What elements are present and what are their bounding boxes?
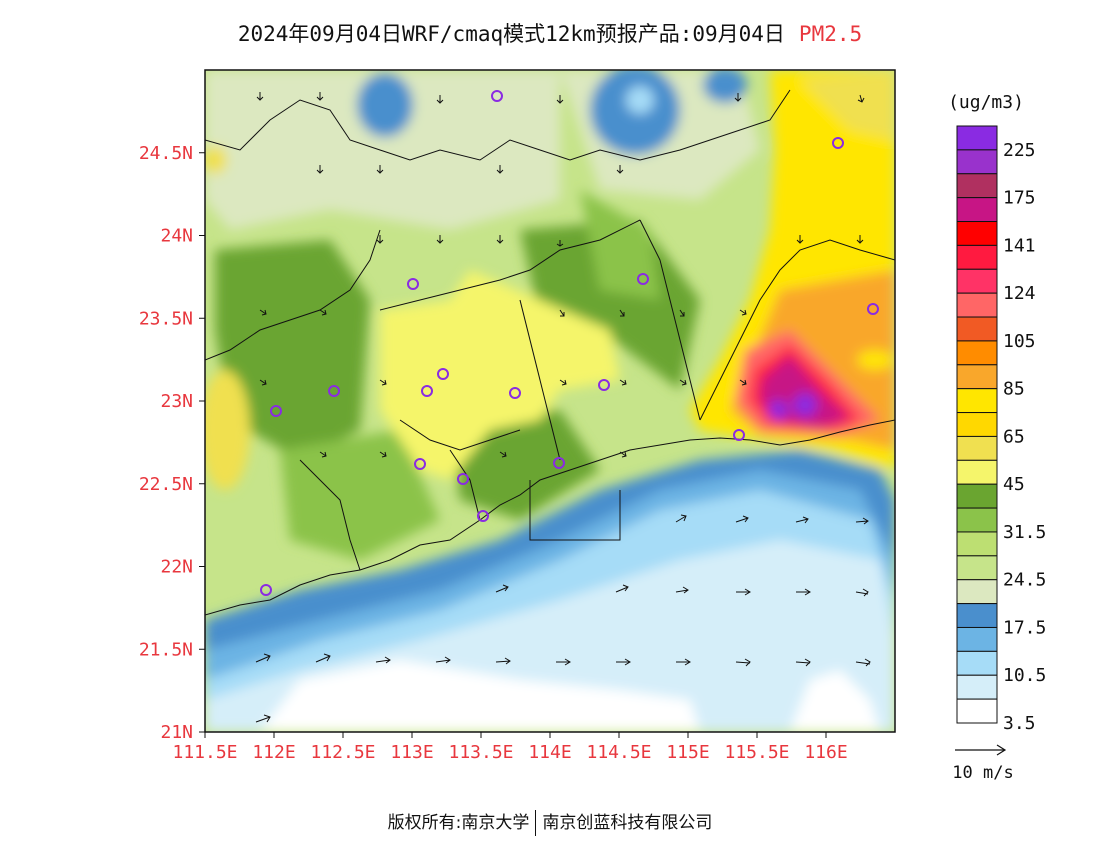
longitude-axis: 111.5E 112E 112.5E 113E 113.5E 114E 114.5E 115E… [172, 732, 848, 763]
legend-swatch [956, 268, 998, 294]
concentration-field [205, 70, 895, 732]
legend-swatch [956, 483, 998, 509]
legend-swatch [956, 292, 998, 318]
lon-tick-label: 115E [666, 742, 709, 763]
legend-swatch [956, 555, 998, 581]
legend-swatch [956, 173, 998, 199]
lon-tick-label: 116E [804, 742, 847, 763]
legend-label: 31.5 [1003, 522, 1046, 543]
title-species: PM2.5 [798, 22, 863, 46]
legend-swatch [956, 435, 998, 461]
legend-label: 141 [1003, 235, 1036, 256]
wind-scale-arrow-icon [955, 744, 1007, 756]
footer: 版权所有:南京大学 南京创蓝科技有限公司 [0, 808, 1100, 836]
legend-label: 24.5 [1003, 570, 1046, 591]
legend-label: 124 [1003, 283, 1036, 304]
coastline-boundary [205, 89, 895, 616]
legend-swatch [956, 125, 998, 151]
lon-tick-label: 114E [528, 742, 571, 763]
city-markers [260, 90, 879, 596]
legend-swatch [956, 674, 998, 700]
chart-title: 2024年09月04日WRF/cmaq模式12km预报产品:09月04日 PM2.… [0, 18, 1100, 48]
wind-scale: 10 m/s [952, 744, 1014, 783]
legend-swatch [956, 364, 998, 390]
legend-label: 17.5 [1003, 617, 1046, 638]
legend-swatch [956, 388, 998, 414]
legend-swatch [956, 507, 998, 533]
legend-swatch [956, 221, 998, 246]
legend-label: 3.5 [1003, 713, 1036, 734]
legend-label: 105 [1003, 331, 1036, 352]
lat-tick-label: 21.5N [139, 639, 193, 660]
lon-tick-label: 111.5E [172, 742, 237, 763]
legend-label: 85 [1003, 379, 1025, 400]
lon-tick-label: 113E [390, 742, 433, 763]
lon-tick-label: 115.5E [724, 742, 789, 763]
footer-right: 南京创蓝科技有限公司 [542, 813, 713, 833]
legend-swatch [956, 197, 998, 223]
legend-swatch [956, 244, 998, 270]
legend-swatch [956, 149, 998, 175]
lon-tick-label: 113.5E [448, 742, 513, 763]
wind-vectors [255, 92, 871, 723]
legend-swatch [956, 459, 998, 485]
latitude-axis: 24.5N 24N 23.5N 23N 22.5N 22N 21.5N 21N [139, 143, 205, 743]
legend-label: 45 [1003, 474, 1025, 495]
lat-tick-label: 22.5N [139, 474, 193, 495]
color-legend [956, 125, 998, 724]
legend-swatch [956, 531, 998, 557]
legend-labels: 225 175 141 124 105 85 65 45 31.5 24.5 17.5 10.5 3.5 [1003, 140, 1046, 734]
legend-swatch [956, 626, 998, 652]
legend-swatch [956, 579, 998, 605]
lon-tick-label: 114.5E [586, 742, 651, 763]
legend-swatch [956, 412, 998, 437]
lon-tick-label: 112.5E [310, 742, 375, 763]
footer-separator [535, 810, 537, 836]
lon-tick-label: 112E [252, 742, 295, 763]
lat-tick-label: 21N [160, 722, 193, 743]
lat-tick-label: 24N [160, 226, 193, 247]
legend-label: 65 [1003, 426, 1025, 447]
lat-tick-label: 22N [160, 557, 193, 578]
legend-label: 175 [1003, 188, 1036, 209]
legend-label: 10.5 [1003, 665, 1046, 686]
legend-unit: (ug/m3) [948, 92, 1024, 113]
legend-swatch [956, 340, 998, 366]
title-main: 2024年09月04日WRF/cmaq模式12km预报产品:09月04日 [237, 22, 785, 46]
lat-tick-label: 23N [160, 391, 193, 412]
legend-swatch [956, 650, 998, 676]
lat-tick-label: 24.5N [139, 143, 193, 164]
wind-scale-label: 10 m/s [952, 763, 1013, 783]
legend-swatch [956, 603, 998, 628]
legend-swatch [956, 316, 998, 342]
legend-label: 225 [1003, 140, 1036, 161]
legend-swatch [956, 698, 998, 724]
lat-tick-label: 23.5N [139, 308, 193, 329]
footer-left: 版权所有:南京大学 [387, 813, 530, 833]
